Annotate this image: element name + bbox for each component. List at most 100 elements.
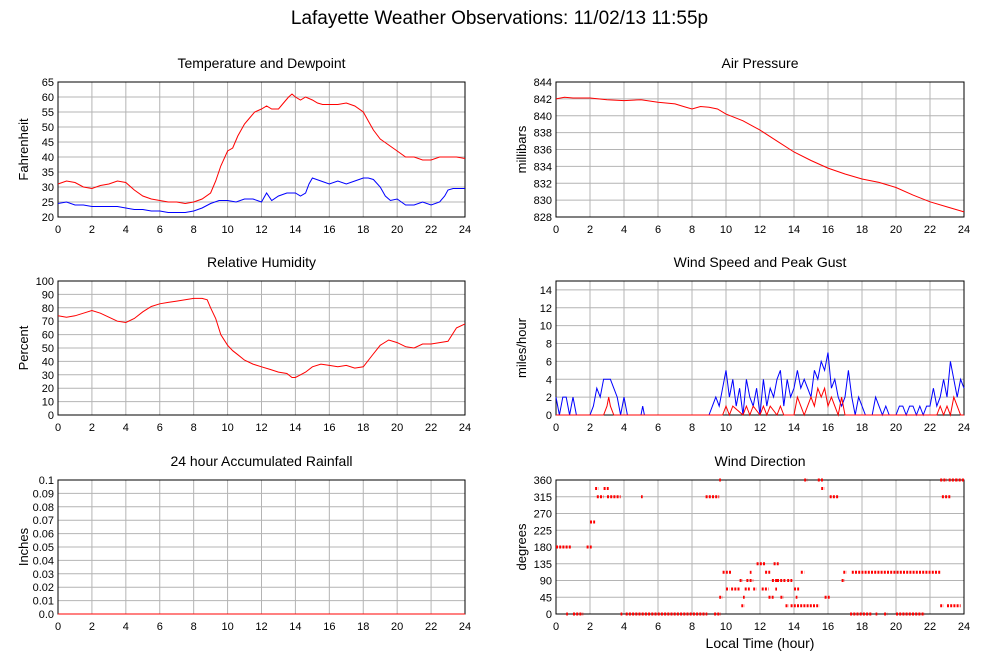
x-tick-label: 6 [157, 422, 163, 434]
x-tick-label: 10 [720, 422, 732, 434]
x-tick-label: 10 [221, 422, 233, 434]
plot-frame [57, 280, 466, 416]
y-tick-label: 90 [42, 289, 54, 301]
y-tick-label: 0.05 [33, 542, 54, 554]
y-tick-label: 0.09 [33, 488, 54, 500]
x-tick-label: 2 [587, 621, 593, 633]
x-tick-label: 0 [55, 224, 61, 236]
y-tick-label: 20 [42, 383, 54, 395]
x-tick-label: 8 [191, 621, 197, 633]
y-tick-label: 55 [42, 107, 54, 119]
x-tick-label: 0 [55, 621, 61, 633]
x-tick-label: 2 [89, 621, 95, 633]
x-tick-label: 14 [788, 621, 800, 633]
x-tick-label: 24 [958, 224, 970, 236]
y-tick-label: 10 [540, 321, 552, 333]
x-tick-label: 24 [459, 224, 471, 236]
x-tick-label: 2 [587, 422, 593, 434]
x-tick-label: 18 [357, 621, 369, 633]
x-tick-label: 8 [191, 422, 197, 434]
x-tick-label: 16 [323, 621, 335, 633]
x-tick-label: 12 [255, 224, 267, 236]
x-tick-label: 10 [221, 621, 233, 633]
y-tick-label: 80 [42, 303, 54, 315]
y-tick-label: 315 [534, 492, 552, 504]
x-tick-label: 4 [123, 422, 129, 434]
y-tick-label: 840 [534, 111, 552, 123]
y-axis-label: miles/hour [514, 317, 529, 378]
y-axis-label: millibars [514, 125, 529, 173]
x-tick-label: 12 [255, 621, 267, 633]
y-tick-label: 0.08 [33, 502, 54, 514]
direction-chart: 0 2 4 6 8 10 12 14 16 18 20 22 240459013518022527031… [514, 453, 970, 633]
x-tick-label: 18 [856, 621, 868, 633]
humidity-chart: 0 2 4 6 8 10 12 14 16 18 20 22 240102030405060708090… [16, 254, 471, 434]
y-tick-label: 90 [540, 576, 552, 588]
temperature-series-line-0 [57, 93, 466, 205]
temperature-series-line-1 [57, 177, 465, 213]
chart-title: Wind Speed and Peak Gust [674, 254, 847, 270]
y-tick-label: 35 [42, 167, 54, 179]
x-tick-label: 12 [255, 422, 267, 434]
x-tick-label: 14 [289, 422, 301, 434]
y-tick-label: 50 [42, 122, 54, 134]
y-tick-label: 12 [540, 303, 552, 315]
x-tick-label: 18 [357, 224, 369, 236]
y-tick-label: 40 [42, 152, 54, 164]
y-tick-label: 0.03 [33, 569, 54, 581]
y-tick-label: 0.06 [33, 529, 54, 541]
chart-title: Relative Humidity [207, 254, 316, 270]
x-tick-label: 2 [89, 422, 95, 434]
y-tick-label: 6 [546, 356, 552, 368]
x-tick-label: 4 [621, 621, 627, 633]
x-tick-label: 4 [621, 422, 627, 434]
y-tick-label: 180 [534, 542, 552, 554]
x-tick-label: 2 [587, 224, 593, 236]
y-tick-label: 0.0 [39, 609, 54, 621]
x-axis-label: Local Time (hour) [705, 635, 815, 651]
x-tick-label: 6 [655, 621, 661, 633]
x-tick-label: 8 [191, 224, 197, 236]
x-tick-label: 0 [55, 422, 61, 434]
x-tick-label: 6 [655, 422, 661, 434]
y-tick-label: 844 [534, 77, 552, 89]
x-tick-label: 22 [924, 422, 936, 434]
x-tick-label: 18 [856, 224, 868, 236]
y-tick-label: 0.02 [33, 582, 54, 594]
y-tick-label: 838 [534, 128, 552, 140]
x-tick-label: 0 [553, 224, 559, 236]
x-tick-label: 10 [720, 224, 732, 236]
y-tick-label: 225 [534, 525, 552, 537]
temperature-chart: 0 2 4 6 8 10 12 14 16 18 20 22 242025303540455055606… [16, 55, 471, 236]
rainfall-chart: 0 2 4 6 8 10 12 14 16 18 20 22 240.00.010.020.030.04… [16, 453, 471, 633]
y-tick-label: 14 [540, 285, 552, 297]
x-tick-label: 12 [754, 422, 766, 434]
y-tick-label: 8 [546, 339, 552, 351]
y-tick-label: 25 [42, 197, 54, 209]
y-tick-label: 842 [534, 94, 552, 106]
y-tick-label: 30 [42, 370, 54, 382]
y-tick-label: 70 [42, 316, 54, 328]
x-tick-label: 18 [856, 422, 868, 434]
wind-series-line-1 [556, 386, 964, 417]
y-tick-label: 830 [534, 195, 552, 207]
y-axis-label: Inches [16, 527, 31, 566]
y-tick-label: 0.07 [33, 515, 54, 527]
x-tick-label: 16 [323, 422, 335, 434]
wind-series-line-0 [555, 352, 965, 417]
x-tick-label: 16 [822, 422, 834, 434]
y-axis-label: Fahrenheit [16, 118, 31, 181]
x-tick-label: 6 [157, 621, 163, 633]
chart-title: 24 hour Accumulated Rainfall [170, 453, 352, 469]
x-tick-label: 22 [425, 621, 437, 633]
x-tick-label: 22 [425, 224, 437, 236]
x-tick-label: 22 [924, 224, 936, 236]
x-tick-label: 24 [459, 422, 471, 434]
y-axis-label: degrees [514, 523, 529, 570]
y-tick-label: 832 [534, 178, 552, 190]
x-tick-label: 4 [123, 621, 129, 633]
x-tick-label: 24 [958, 422, 970, 434]
